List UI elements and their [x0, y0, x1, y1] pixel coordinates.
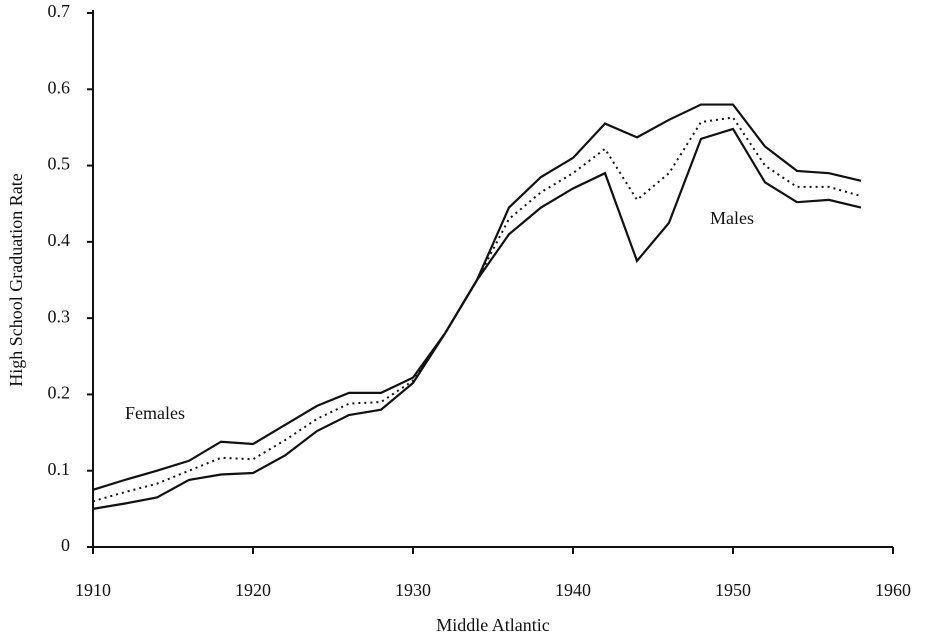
x-tick-label: 1930 [395, 580, 431, 600]
x-tick-label: 1940 [555, 580, 591, 600]
x-tick-label: 1950 [715, 580, 751, 600]
y-axis-label: High School Graduation Rate [6, 173, 26, 386]
x-axis-label: Middle Atlantic [436, 615, 549, 635]
y-tick-label: 0.6 [48, 77, 71, 97]
line-series [92, 116, 862, 503]
y-tick-label: 0.4 [48, 230, 71, 250]
y-tick-label: 0.7 [48, 1, 71, 21]
annotation: Females [125, 403, 185, 423]
annotation: Males [710, 208, 754, 228]
y-tick-label: 0.3 [48, 306, 71, 326]
line-series [92, 127, 862, 510]
y-tick-label: 0.2 [48, 383, 71, 403]
x-tick-label: 1910 [75, 580, 111, 600]
x-tick-label: 1960 [875, 580, 911, 600]
y-tick-label: 0 [61, 535, 70, 555]
y-tick-label: 0.1 [48, 459, 71, 479]
line-series [92, 103, 862, 491]
y-tick-label: 0.5 [48, 154, 71, 174]
x-tick-label: 1920 [235, 580, 271, 600]
